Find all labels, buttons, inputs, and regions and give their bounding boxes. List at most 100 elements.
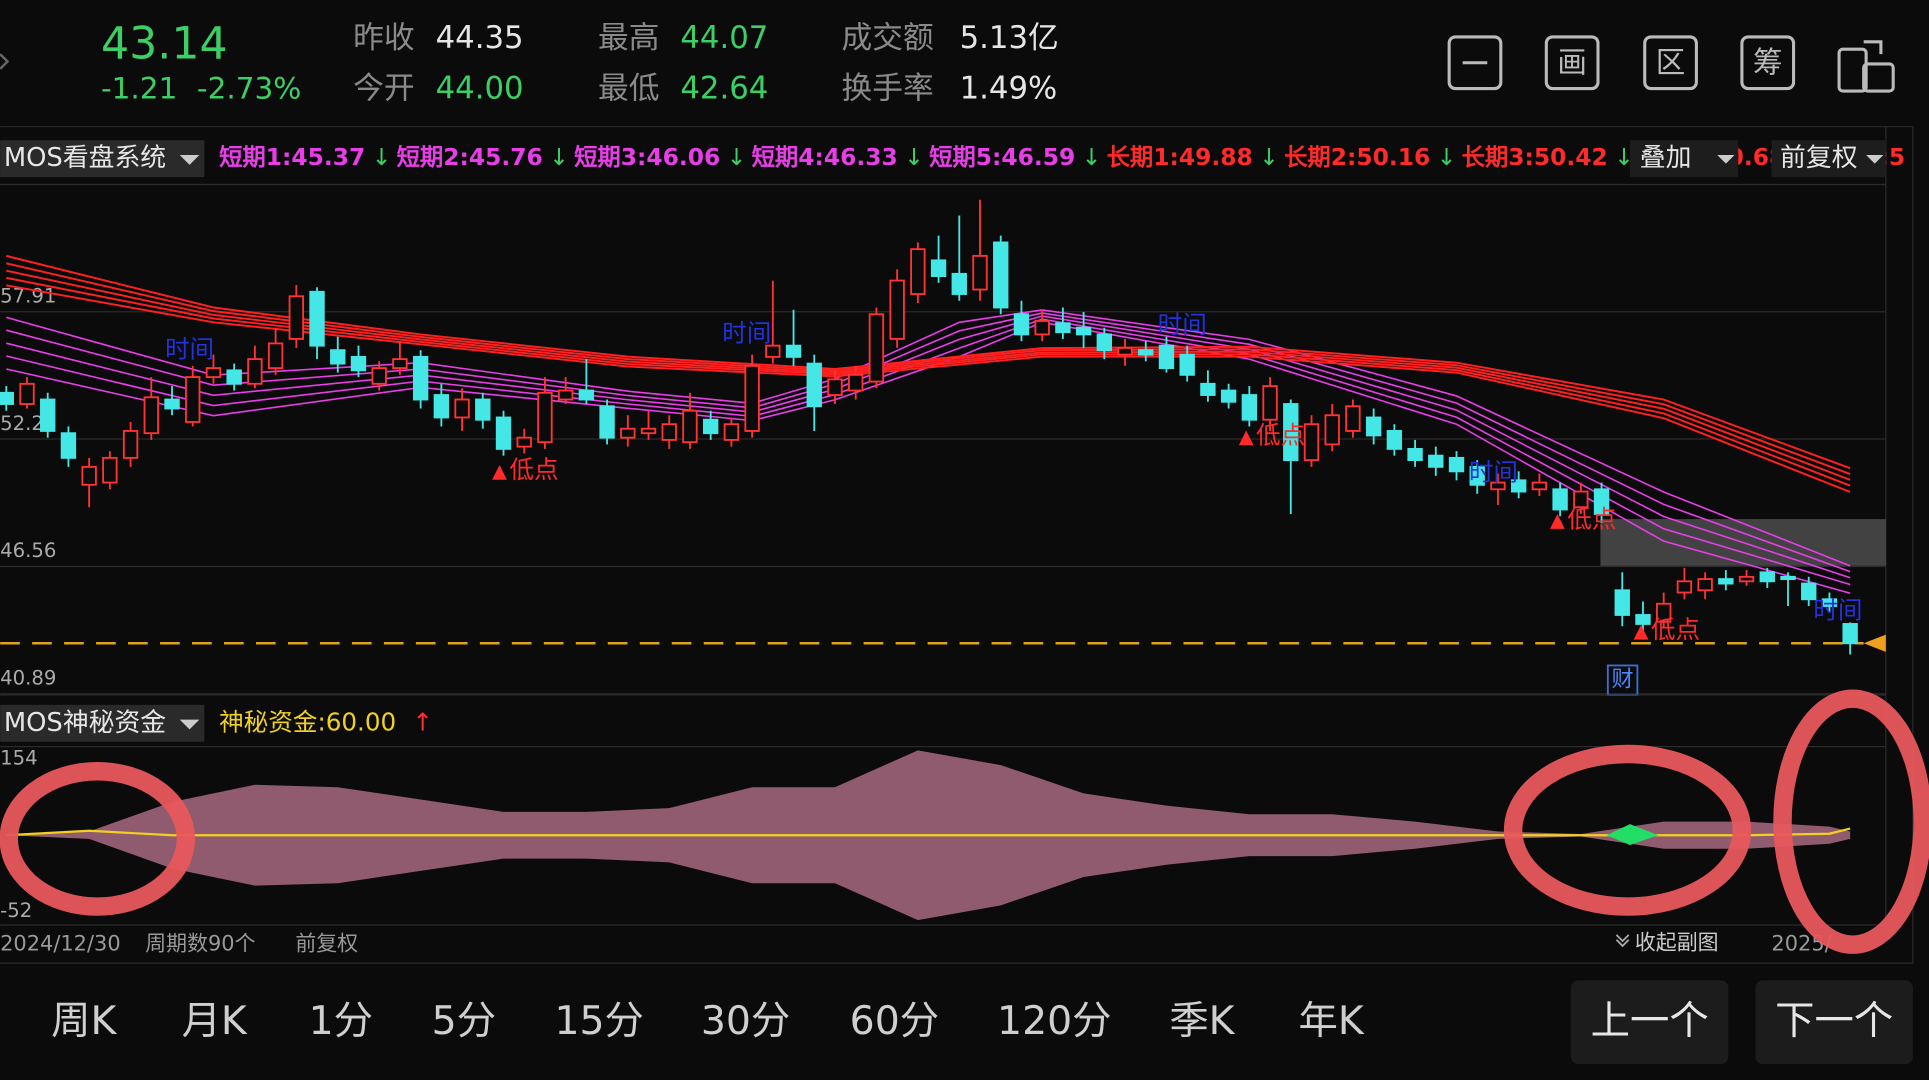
- candle-body: [350, 355, 367, 372]
- candle-body: [827, 378, 843, 396]
- low-marker: [1238, 430, 1254, 446]
- candle-body: [516, 436, 532, 448]
- candle-body: [1220, 389, 1237, 403]
- dropdown-arrow: [179, 154, 200, 165]
- tool-button[interactable]: [1544, 35, 1600, 91]
- candle-body: [1407, 447, 1423, 462]
- time-label: 时间: [165, 335, 214, 364]
- collapse-button[interactable]: 收起副图: [1635, 930, 1719, 954]
- stat-value: 44.07: [680, 20, 768, 56]
- period-tab[interactable]: 120分: [997, 998, 1111, 1044]
- legend-arrow: ↓: [549, 143, 569, 171]
- next-button[interactable]: [1755, 980, 1913, 1065]
- candle-body: [1096, 333, 1113, 352]
- adjust-mode: 前复权: [295, 932, 358, 956]
- date-start: 2024/12/30: [0, 932, 120, 956]
- tool-button[interactable]: [1643, 35, 1698, 91]
- candle-body: [1013, 313, 1030, 336]
- back-arrow[interactable]: [0, 53, 10, 70]
- candle-body: [1490, 481, 1506, 491]
- prev-button[interactable]: [1570, 980, 1729, 1065]
- indicator-name: MOS看盘系统: [4, 143, 166, 173]
- y-tick-label: -52: [0, 899, 32, 922]
- candle-body: [1428, 454, 1444, 468]
- candle-body: [1780, 575, 1796, 580]
- candle-body: [723, 423, 740, 441]
- adjust-button[interactable]: [1771, 140, 1886, 178]
- candle-body: [1676, 580, 1693, 594]
- sub-indicator-select[interactable]: [0, 704, 205, 742]
- candle-body: [1531, 481, 1548, 491]
- candle-body: [60, 432, 77, 459]
- candle-body: [392, 358, 408, 370]
- candle-body: [288, 295, 305, 340]
- candle-body: [40, 398, 56, 432]
- sub-legend: 神秘资金:60.00: [219, 707, 396, 736]
- candle-body: [910, 248, 926, 295]
- candle-body: [0, 391, 14, 405]
- phone-icon[interactable]: [1837, 40, 1895, 93]
- candle-body: [412, 355, 429, 401]
- candle-body: [164, 398, 180, 410]
- period-tab[interactable]: 1分: [309, 998, 373, 1044]
- indicator-select[interactable]: [0, 140, 205, 178]
- legend-entry: 短期1:45.37: [219, 143, 365, 171]
- tool-label: 筹: [1753, 45, 1783, 79]
- last-price-marker: [1863, 634, 1886, 652]
- candle-body: [205, 367, 222, 379]
- candle-body: [682, 409, 698, 444]
- candle-body: [1759, 571, 1775, 583]
- candle-body: [81, 465, 97, 486]
- highlight-circle: [1773, 689, 1929, 954]
- candle-body: [1718, 578, 1734, 585]
- legend-entry: 长期2:50.16: [1284, 143, 1430, 171]
- periods: 周期数90个: [145, 932, 255, 956]
- candle-body: [122, 430, 139, 459]
- candle-body: [537, 391, 553, 444]
- candle-body: [19, 382, 35, 405]
- tool-button[interactable]: [1447, 35, 1503, 91]
- candle-body: [1614, 589, 1630, 616]
- candle-body: [1365, 416, 1382, 437]
- candle-body: [1241, 394, 1258, 421]
- candle-body: [1386, 430, 1403, 450]
- period-tab[interactable]: 15分: [554, 998, 643, 1044]
- period-tab[interactable]: 季K: [1169, 998, 1235, 1044]
- stat-label: 今开: [353, 70, 415, 106]
- candle-body: [1158, 344, 1175, 370]
- period-tab[interactable]: 30分: [701, 998, 790, 1044]
- candle-body: [1448, 456, 1465, 473]
- candle-body: [495, 416, 512, 450]
- legend-arrow: ↓: [1614, 143, 1634, 171]
- candle-body: [1179, 353, 1195, 376]
- period-tab[interactable]: 月K: [182, 998, 248, 1044]
- period-tab[interactable]: 年K: [1298, 998, 1364, 1044]
- highlight-circle: [1503, 744, 1752, 916]
- badge: 财: [1612, 667, 1634, 693]
- candle-body: [889, 279, 905, 340]
- candle-body: [1842, 623, 1858, 645]
- low-marker: [1550, 514, 1565, 529]
- candle-body: [785, 344, 802, 358]
- stat-label: 换手率: [841, 70, 933, 106]
- candle-body: [765, 344, 781, 358]
- period-tab[interactable]: 周K: [51, 998, 117, 1044]
- overlay-button[interactable]: [1629, 140, 1739, 178]
- short-ma-line: [6, 309, 1851, 567]
- y-tick-label: 46.56: [0, 539, 56, 562]
- prev-label: 上一个: [1591, 998, 1709, 1044]
- candle-body: [1324, 414, 1340, 446]
- low-label: 低点: [1567, 504, 1616, 533]
- legend-entry: 短期4:46.33: [752, 143, 898, 171]
- period-tab[interactable]: 5分: [432, 998, 496, 1044]
- candle-body: [1075, 326, 1092, 336]
- low-label: 低点: [1651, 615, 1700, 644]
- candle-body: [1117, 346, 1133, 356]
- candle-body: [1738, 575, 1755, 583]
- period-tab[interactable]: 60分: [850, 998, 939, 1044]
- candle-body: [433, 394, 450, 419]
- legend-arrow: ↓: [727, 143, 747, 171]
- stat-label: 最高: [598, 20, 660, 56]
- tool-button[interactable]: [1740, 35, 1796, 91]
